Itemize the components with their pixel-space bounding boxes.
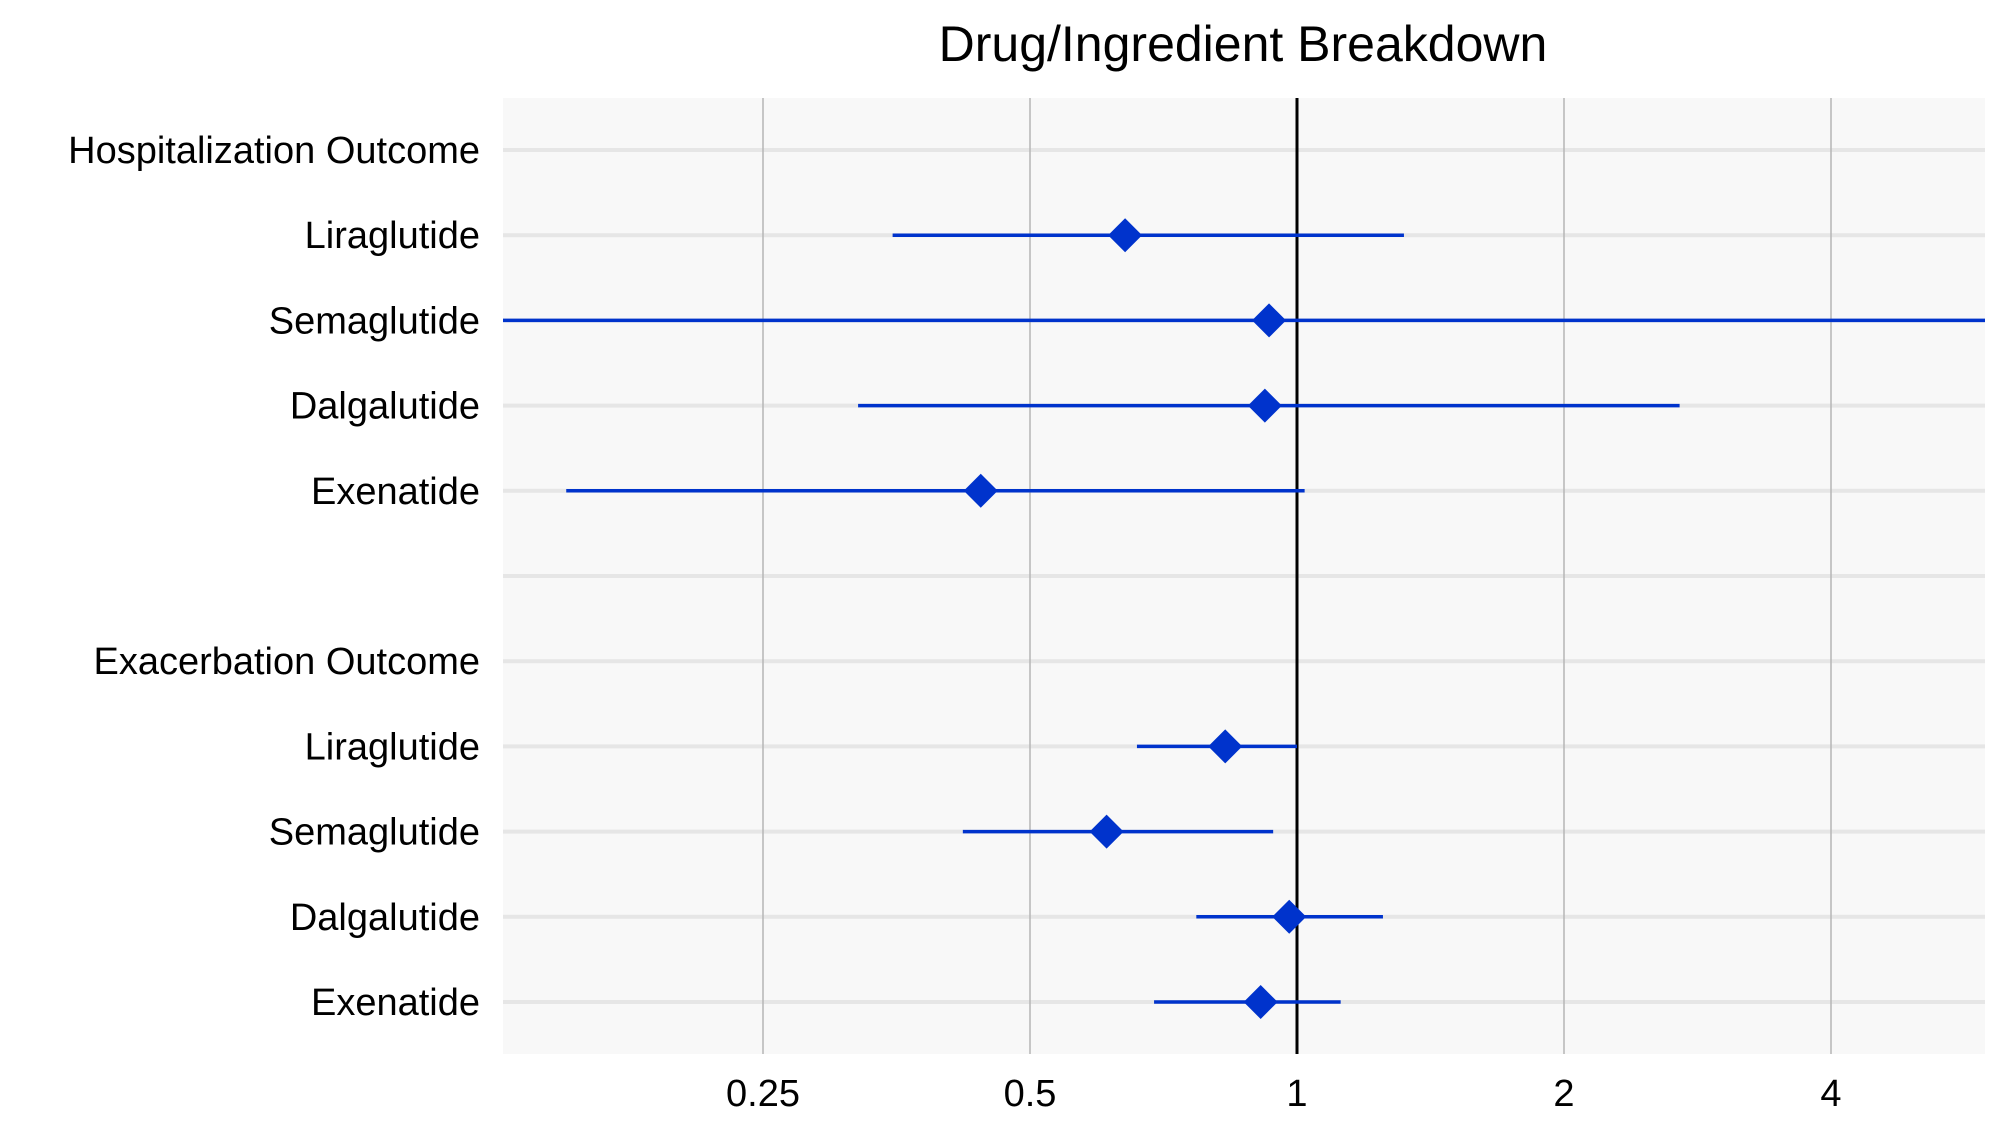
- point-estimate-diamond: [963, 473, 998, 508]
- x-tick-label: 1: [1286, 1073, 1307, 1115]
- point-estimate-diamond: [1089, 814, 1124, 849]
- point-estimates: [963, 218, 1307, 1019]
- vertical-gridlines: [762, 98, 1832, 1054]
- x-tick-label: 0.25: [726, 1073, 800, 1115]
- row-label: Dalgalutide: [290, 897, 480, 939]
- row-label: Dalgalutide: [290, 386, 480, 428]
- row-label: Semaglutide: [269, 812, 480, 854]
- point-estimate-diamond: [1272, 899, 1307, 934]
- x-tick-label: 2: [1553, 1073, 1574, 1115]
- x-tick-label: 0.5: [1004, 1073, 1057, 1115]
- row-label: Liraglutide: [305, 215, 480, 257]
- group-header-label: Hospitalization Outcome: [68, 130, 480, 172]
- point-estimate-diamond: [1208, 729, 1243, 764]
- row-label: Exenatide: [311, 982, 480, 1024]
- point-estimate-diamond: [1247, 388, 1282, 423]
- x-tick-label: 4: [1820, 1073, 1841, 1115]
- point-estimate-diamond: [1243, 985, 1278, 1019]
- group-header-label: Exacerbation Outcome: [93, 641, 480, 683]
- row-label: Semaglutide: [269, 300, 480, 342]
- point-estimate-diamond: [1108, 218, 1143, 253]
- chart-title: Drug/Ingredient Breakdown: [939, 16, 1548, 72]
- row-label: Exenatide: [311, 471, 480, 513]
- row-labels: Hospitalization Outcome Liraglutide Semagl…: [68, 130, 480, 1024]
- row-label: Liraglutide: [305, 726, 480, 768]
- point-estimate-diamond: [1252, 303, 1287, 338]
- x-tick-labels: 0.25 0.5 1 2 4: [726, 1073, 1842, 1115]
